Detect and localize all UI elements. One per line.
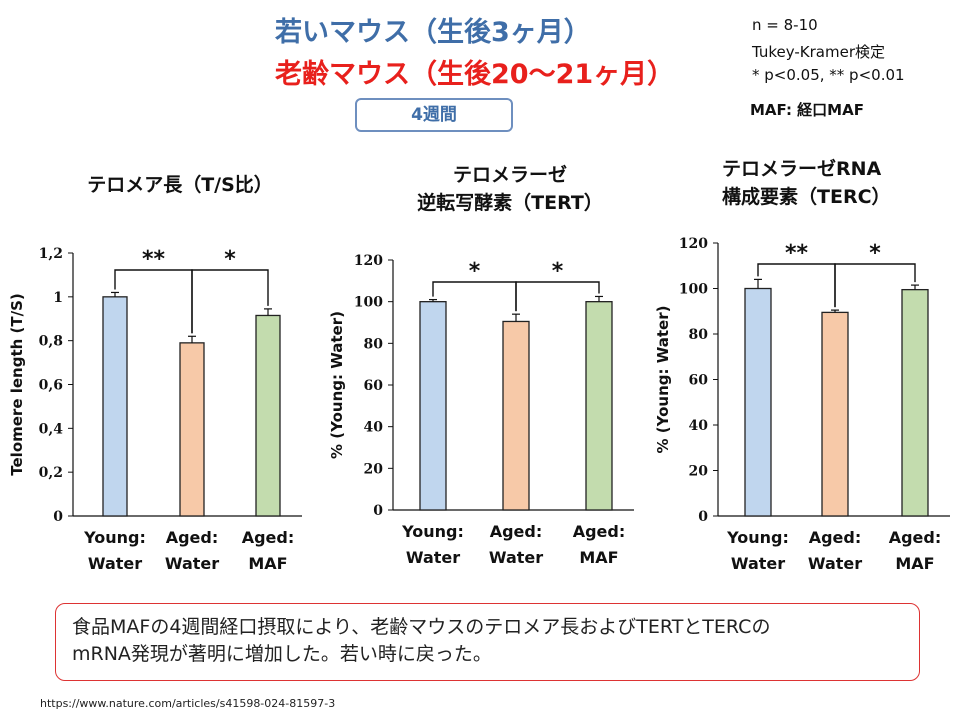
chart2-y-tick-label: 80: [364, 336, 384, 352]
chart1-y-tick-label: 0: [53, 509, 63, 525]
summary-line2: mRNA発現が著明に増加した。若い時に戻った。: [72, 643, 492, 665]
chart3-category-label: Water: [808, 554, 862, 573]
chart3-category-label: Aged:: [809, 528, 862, 547]
chart2-category-label: Water: [489, 548, 543, 567]
chart1-y-tick-label: 0,2: [39, 465, 63, 481]
duration-badge: 4週間: [355, 98, 513, 132]
chart2-y-tick-label: 60: [364, 378, 384, 394]
maf-definition-note: MAF: 経口MAF: [750, 101, 864, 119]
chart3-category-label: Young:: [726, 528, 789, 547]
chart3-significance-bracket: [834, 263, 916, 308]
chart3-y-tick-label: 100: [679, 282, 708, 298]
chart2-category-label: Aged:: [490, 522, 543, 541]
chart2-y-tick-label: 120: [354, 253, 383, 269]
chart3-y-tick-label: 80: [689, 327, 709, 343]
chart3-category-label: Water: [731, 554, 785, 573]
chart1-category-label: MAF: [248, 554, 287, 573]
title-aged-mice: 老齢マウス（生後20～21ヶ月）: [275, 59, 675, 90]
test-method-note: Tukey-Kramer検定: [752, 43, 886, 61]
chart1-y-tick-label: 0,4: [39, 421, 64, 437]
chart3-title-line2: 構成要素（TERC）: [722, 186, 891, 208]
chart1-y-tick-label: 1,2: [39, 246, 63, 262]
chart1-y-tick-label: 1: [53, 290, 63, 306]
summary-line1: 食品MAFの4週間経口摂取により、老齢マウスのテロメア長およびTERTとTERC…: [72, 616, 771, 638]
chart1-significance-label: **: [142, 247, 166, 272]
chart2-y-tick-label: 20: [364, 461, 384, 477]
chart3-bar: [821, 311, 849, 517]
chart2-category-label: Young:: [401, 522, 464, 541]
chart3-y-tick-label: 40: [689, 418, 709, 434]
chart2-y-tick-label: 0: [373, 503, 383, 519]
source-url: https://www.nature.com/articles/s41598-0…: [40, 697, 336, 710]
chart3-title-line1: テロメラーゼRNA: [722, 158, 882, 180]
sample-size-note: n = 8-10: [752, 16, 818, 34]
chart2-significance-label: *: [469, 259, 481, 284]
chart2-bar: [419, 301, 447, 511]
chart3-y-axis-label: % (Young: Water): [654, 306, 672, 454]
chart3-category-label: Aged:: [889, 528, 942, 547]
chart3-title: テロメラーゼRNA 構成要素（TERC）: [722, 155, 902, 211]
chart1-bar: [102, 296, 128, 517]
chart2-y-tick-label: 40: [364, 420, 384, 436]
chart2-category-label: Aged:: [573, 522, 626, 541]
chart3-category-label: MAF: [895, 554, 934, 573]
chart1-significance-label: *: [224, 247, 236, 272]
chart3-y-tick-label: 20: [689, 464, 709, 480]
chart1-y-tick-label: 0,6: [39, 378, 63, 394]
chart1-category-label: Aged:: [242, 528, 295, 547]
chart2-title-line2: 逆転写酵素（TERT）: [417, 192, 603, 214]
chart2-significance-bracket: [515, 281, 600, 312]
chart3-bar: [901, 288, 929, 517]
chart2-y-axis-label: % (Young: Water): [328, 311, 346, 459]
chart3-significance-label: **: [785, 241, 809, 266]
chart3-significance-label: *: [869, 241, 881, 266]
chart2-title: テロメラーゼ 逆転写酵素（TERT）: [395, 161, 625, 217]
chart1-bar: [255, 314, 281, 517]
chart2-title-line1: テロメラーゼ: [452, 164, 567, 186]
chart1-category-label: Water: [165, 554, 219, 573]
significance-note: * p<0.05, ** p<0.01: [752, 66, 905, 84]
chart1-title: テロメア長（T/S比）: [60, 170, 300, 197]
chart3-y-tick-label: 120: [679, 236, 708, 252]
chart2-category-label: MAF: [579, 548, 618, 567]
chart2-category-label: Water: [406, 548, 460, 567]
chart3-bar: [744, 287, 772, 517]
chart2-bar: [585, 301, 613, 511]
chart2-significance-label: *: [552, 259, 564, 284]
title-young-mice: 若いマウス（生後3ヶ月）: [275, 17, 591, 48]
chart1-y-tick-label: 0,8: [39, 334, 63, 350]
chart1-title-line1: テロメア長（T/S比）: [87, 174, 273, 196]
chart2-bar: [502, 320, 530, 511]
chart1-category-label: Aged:: [166, 528, 219, 547]
chart2-y-tick-label: 100: [354, 295, 383, 311]
chart1-bar: [179, 342, 205, 517]
chart1-y-axis-label: Telomere length (T/S): [8, 293, 26, 475]
chart3-y-tick-label: 0: [698, 509, 708, 525]
chart1-significance-bracket: [191, 269, 269, 334]
summary-box: 食品MAFの4週間経口摂取により、老齢マウスのテロメア長およびTERTとTERC…: [55, 603, 920, 681]
chart1-category-label: Water: [88, 554, 142, 573]
chart1-category-label: Young:: [83, 528, 146, 547]
chart3-y-tick-label: 60: [689, 373, 709, 389]
bar-charts: 0 0,2 0,4 0,6 0,8 1 1,2 Telomere length (T/S) Yo…: [8, 236, 950, 573]
